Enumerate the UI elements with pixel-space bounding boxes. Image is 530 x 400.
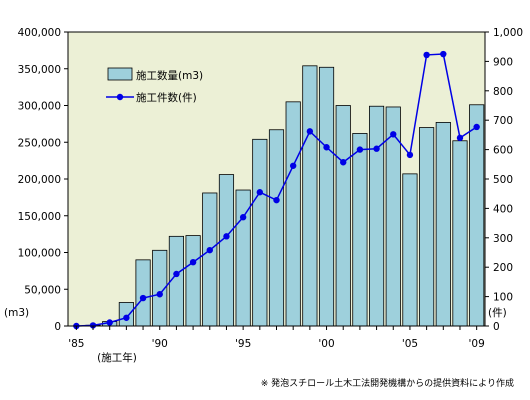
right-tick-label: 100 — [493, 292, 513, 304]
bar-1992 — [185, 235, 201, 327]
right-tick-label: 500 — [493, 174, 513, 186]
bar-2003 — [369, 105, 385, 327]
count-point-2001 — [340, 159, 347, 166]
bar-1988 — [118, 302, 134, 327]
left-tick-label: 300,000 — [18, 101, 61, 113]
legend-bar-swatch — [107, 67, 133, 81]
left-tick-label: 350,000 — [18, 64, 61, 76]
right-tick-label: 900 — [493, 56, 513, 68]
bar-2006 — [419, 127, 435, 327]
count-point-1998 — [289, 162, 297, 169]
bar-1994 — [218, 174, 235, 327]
left-tick-label: 0 — [54, 321, 61, 333]
count-point-1992 — [189, 259, 197, 266]
count-point-1999 — [306, 128, 314, 135]
legend-bar-label: 施工数量(m3) — [136, 69, 203, 82]
x-axis-label: (施工年) — [97, 351, 137, 364]
count-point-1997 — [273, 196, 280, 204]
count-point-2008 — [456, 134, 464, 142]
count-point-1991 — [173, 270, 180, 278]
count-point-1994 — [223, 233, 230, 240]
bar-2005 — [402, 173, 418, 327]
bar-2001 — [335, 105, 351, 327]
count-point-2000 — [323, 144, 330, 151]
right-tick-label: 800 — [493, 86, 513, 98]
count-point-1986 — [89, 322, 97, 329]
bar-2007 — [435, 122, 451, 327]
source-note: ※ 発泡スチロール土木工法開発機構からの提供資料により作成 — [261, 377, 514, 389]
count-point-1990 — [156, 291, 163, 298]
right-tick-label: 700 — [493, 115, 513, 127]
legend-line-label: 施工件数(件) — [136, 91, 197, 104]
right-axis-unit-label: (件) — [488, 307, 507, 319]
x-tick-label: '85 — [68, 338, 84, 350]
left-tick-label: 150,000 — [18, 211, 61, 223]
count-point-1987 — [106, 319, 113, 326]
count-point-2009 — [473, 123, 480, 131]
bar-1997 — [268, 129, 285, 327]
bar-2000 — [318, 66, 335, 327]
right-tick-label: 400 — [493, 203, 513, 215]
bar-1996 — [252, 138, 268, 327]
x-tick-label: '90 — [152, 338, 168, 350]
count-point-1996 — [256, 189, 264, 196]
count-point-2002 — [356, 146, 364, 153]
bar-1989 — [135, 259, 151, 327]
right-tick-label: 1,000 — [493, 27, 523, 39]
bar-1993 — [202, 192, 218, 327]
bar-1999 — [302, 65, 318, 327]
bar-1998 — [285, 101, 301, 327]
right-tick-label: 600 — [493, 145, 513, 157]
count-point-1995 — [239, 214, 247, 221]
left-tick-label: 100,000 — [18, 248, 61, 260]
count-point-2006 — [423, 51, 430, 59]
left-tick-label: 400,000 — [18, 27, 61, 39]
count-point-1993 — [206, 246, 213, 254]
bar-2002 — [352, 133, 368, 327]
bar-2008 — [452, 140, 468, 327]
x-tick-label: '00 — [318, 338, 334, 350]
left-axis-unit-label: (m3) — [4, 307, 29, 319]
x-tick-label: '09 — [469, 338, 485, 350]
left-tick-label: 50,000 — [24, 284, 61, 296]
count-point-2007 — [440, 50, 447, 58]
count-point-2005 — [406, 151, 414, 159]
x-tick-label: '05 — [402, 338, 418, 350]
x-tick-label: '95 — [235, 338, 251, 350]
count-point-1989 — [139, 294, 147, 302]
right-tick-label: 200 — [493, 262, 513, 274]
bar-2009 — [469, 104, 485, 327]
count-point-2003 — [373, 145, 380, 152]
left-tick-label: 250,000 — [18, 137, 61, 149]
left-tick-label: 200,000 — [18, 174, 61, 186]
legend-line-marker — [116, 93, 124, 101]
count-point-1988 — [123, 314, 130, 321]
count-point-2004 — [390, 131, 397, 138]
right-tick-label: 300 — [493, 233, 513, 245]
right-tick-label: 0 — [493, 321, 500, 333]
